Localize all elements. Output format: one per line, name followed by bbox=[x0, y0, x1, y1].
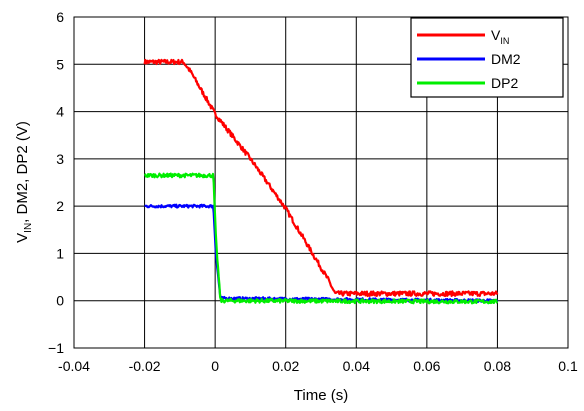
legend-label-dm2: DM2 bbox=[491, 51, 521, 67]
y-axis-label: VIN, DM2, DP2 (V) bbox=[14, 121, 34, 243]
y-tick-label: 0 bbox=[56, 293, 64, 309]
x-tick-label: 0.08 bbox=[484, 358, 511, 374]
y-tick-label: 4 bbox=[56, 104, 64, 120]
legend-label-dp2: DP2 bbox=[491, 75, 518, 91]
y-tick-label: −1 bbox=[48, 340, 64, 356]
legend-label-vin: VIN bbox=[491, 27, 509, 46]
x-axis-label: Time (s) bbox=[294, 387, 348, 404]
legend-label-vin-sub: IN bbox=[500, 36, 509, 46]
y-tick-label: 5 bbox=[56, 56, 64, 72]
series-line-vin bbox=[143, 58, 499, 298]
series-line-dp2 bbox=[143, 172, 499, 305]
legend-label-vin-main: V bbox=[491, 27, 501, 43]
y-tick-label: 2 bbox=[56, 198, 64, 214]
x-tick-label: -0.04 bbox=[58, 358, 90, 374]
x-tick-label: 0.02 bbox=[272, 358, 299, 374]
x-tick-label: 0.1 bbox=[558, 358, 578, 374]
y-tick-label: 6 bbox=[56, 9, 64, 25]
series-line-dm2 bbox=[144, 203, 499, 303]
x-tick-label: -0.02 bbox=[129, 358, 161, 374]
x-tick-label: 0.04 bbox=[343, 358, 370, 374]
x-tick-label: 0 bbox=[211, 358, 219, 374]
y-axis-label-main: V bbox=[14, 233, 31, 243]
y-tick-label: 3 bbox=[56, 151, 64, 167]
x-tick-labels: -0.04 -0.02 0 0.02 0.04 0.06 0.08 0.1 bbox=[58, 358, 578, 374]
y-tick-labels: −1 0 1 2 3 4 5 6 bbox=[48, 9, 64, 356]
y-axis-label-sub: IN bbox=[23, 223, 34, 233]
x-tick-label: 0.06 bbox=[413, 358, 440, 374]
y-axis-label-rest: , DM2, DP2 (V) bbox=[14, 121, 31, 223]
series-layer bbox=[143, 58, 499, 305]
legend: VIN DM2 DP2 bbox=[410, 17, 564, 98]
plot-frame bbox=[73, 16, 569, 349]
y-tick-label: 1 bbox=[56, 245, 64, 261]
